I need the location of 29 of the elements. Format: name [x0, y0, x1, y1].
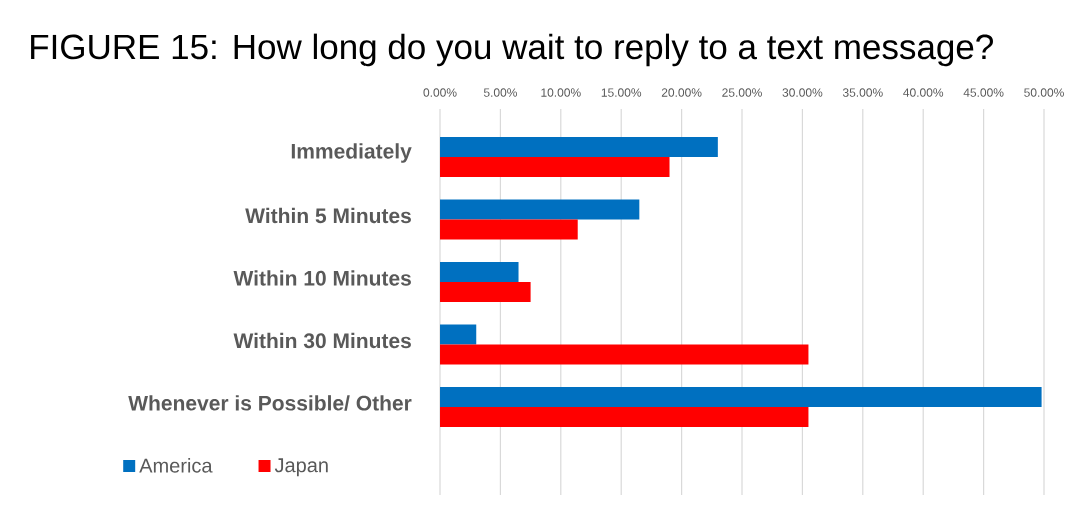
bar	[440, 344, 809, 365]
x-tick-label: 40.00%	[903, 88, 944, 97]
x-tick-label: 5.00%	[483, 88, 517, 97]
bar	[440, 386, 1042, 407]
x-tick-label: 50.00%	[1024, 88, 1064, 97]
legend-label: Japan	[274, 458, 328, 477]
y-tick-label: Immediately	[291, 143, 412, 163]
y-tick-label: Within 30 Minutes	[233, 332, 411, 349]
x-tick-label: 25.00%	[722, 88, 762, 97]
bar	[440, 406, 809, 427]
x-tick-label: 20.00%	[661, 88, 702, 97]
bar	[440, 219, 578, 240]
bar	[440, 199, 640, 220]
chart-title: FIGURE 15: How long do you wait to reply to a text message?	[31, 33, 993, 67]
x-tick-label: 35.00%	[842, 88, 883, 97]
x-tick-label: 45.00%	[963, 88, 1004, 97]
y-tick-label: Within 10 Minutes	[233, 270, 411, 286]
x-tick-label: 0.00%	[423, 88, 457, 97]
x-tick-label: 30.00%	[782, 88, 823, 97]
bar	[440, 156, 670, 177]
legend-label: America	[139, 458, 213, 473]
x-tick-label: 10.00%	[541, 88, 581, 97]
y-tick-label: Whenever is Possible/ Other	[128, 395, 412, 411]
y-tick-label: Within 5 Minutes	[245, 207, 411, 224]
x-tick-label: 15.00%	[601, 88, 642, 97]
bar	[440, 324, 477, 345]
bar	[440, 281, 531, 302]
bar	[440, 261, 519, 282]
bar	[440, 136, 718, 157]
